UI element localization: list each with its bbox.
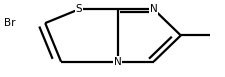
- Text: N: N: [113, 57, 121, 67]
- Text: N: N: [149, 4, 157, 14]
- Text: Br: Br: [4, 18, 16, 28]
- Text: S: S: [75, 4, 82, 14]
